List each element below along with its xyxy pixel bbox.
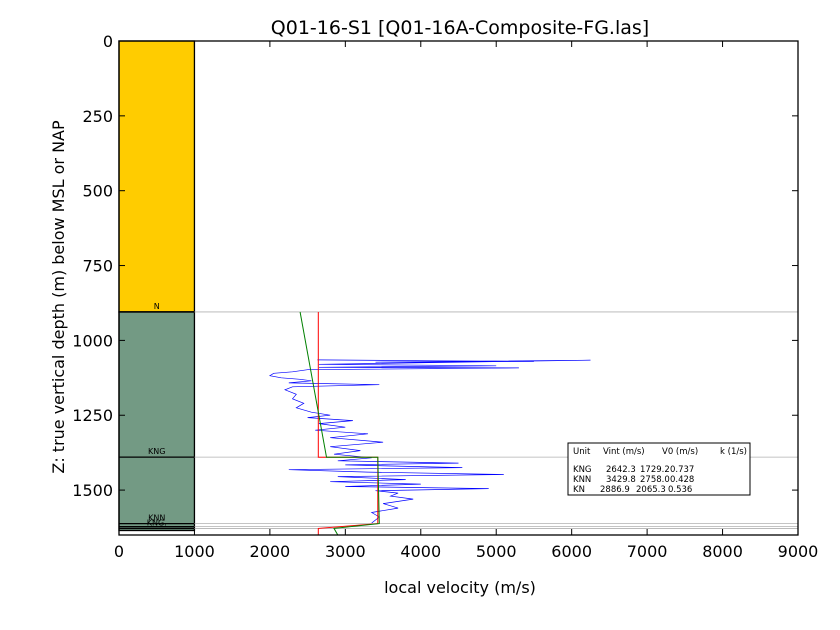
series-line-2 (299, 311, 380, 536)
y-tick-label-0: 0 (103, 32, 113, 51)
chart-title: Q01-16-S1 [Q01-16A-Composite-FG.las] (271, 17, 649, 39)
legend-row-kng-k: 0.737 (670, 465, 694, 475)
x-tick-label-0: 0 (114, 542, 124, 561)
x-tick-label-6: 6000 (551, 542, 592, 561)
y-tick-label-4: 1000 (72, 331, 113, 350)
x-tick-label-9: 9000 (778, 542, 819, 561)
x-tick-label-1: 1000 (174, 542, 215, 561)
velocity-series (268, 311, 591, 536)
boundary-label-1: KNG (148, 447, 165, 456)
legend-row-knn-vint: 3429.8 (606, 475, 636, 485)
legend-row-kng-unit: KNG (573, 465, 592, 475)
strat-interval-0 (118, 40, 196, 313)
axis-ticks: 0 1000 2000 3000 4000 5000 6000 7000 8000 9000 0 25… (72, 32, 818, 561)
legend-row-knn-v0: 2758.0 (640, 475, 670, 485)
legend-row-kn-vint: 2886.9 (600, 485, 630, 495)
legend-row-kng-v0: 1729.2 (640, 465, 670, 475)
x-axis-label: local velocity (m/s) (384, 578, 536, 597)
stratigraphic-column (118, 40, 196, 532)
legend-row-knn-unit: KNN (573, 475, 591, 485)
series-line-1 (317, 312, 379, 535)
y-tick-label-1: 250 (82, 107, 113, 126)
x-tick-label-4: 4000 (400, 542, 441, 561)
x-tick-label-7: 7000 (627, 542, 668, 561)
boundary-label-2: KNN (148, 514, 165, 523)
y-tick-label-3: 750 (82, 257, 113, 276)
velocity-legend: Unit Vint (m/s) V0 (m/s) k (1/s) KNG 264… (567, 442, 751, 496)
series-line-0 (268, 359, 591, 524)
y-tick-label-2: 500 (82, 182, 113, 201)
legend-header-v0: V0 (m/s) (662, 447, 698, 457)
legend-header-k: k (1/s) (720, 447, 747, 457)
x-tick-label-5: 5000 (476, 542, 517, 561)
y-axis-label: Z: true vertical depth (m) below MSL or … (49, 120, 68, 474)
x-tick-label-8: 8000 (702, 542, 743, 561)
y-tick-label-6: 1500 (72, 481, 113, 500)
y-tick-label-5: 1250 (72, 406, 113, 425)
boundary-label-0: N (154, 302, 160, 311)
boundary-label-4: KNG. (147, 518, 167, 527)
legend-header-vint: Vint (m/s) (603, 447, 645, 457)
legend-row-kn-k: 0.536 (668, 485, 692, 495)
legend-row-kng-vint: 2642.3 (606, 465, 636, 475)
legend-row-kn-unit: KN (573, 485, 585, 495)
plot-frame (118, 40, 799, 536)
legend-header-unit: Unit (573, 447, 591, 457)
x-tick-label-3: 3000 (325, 542, 366, 561)
legend-row-knn-k: 0.428 (670, 475, 694, 485)
legend-row-kn-v0: 2065.3 (636, 485, 666, 495)
x-tick-label-2: 2000 (250, 542, 291, 561)
strat-interval-1 (118, 311, 196, 532)
legend-box (567, 442, 751, 496)
